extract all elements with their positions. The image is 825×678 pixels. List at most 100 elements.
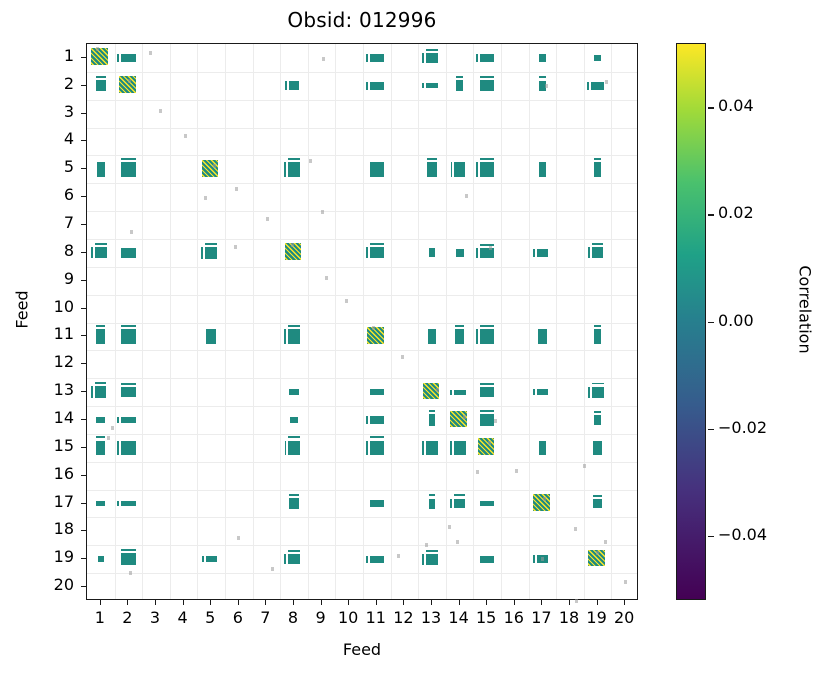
correlation-block: [289, 389, 299, 395]
autocorrelation-block: [422, 382, 440, 400]
x-axis-tick-label: 15: [476, 608, 497, 627]
correlation-block: [369, 243, 384, 246]
colorbar-tick-mark: [708, 535, 714, 538]
y-axis-tick-label: 4: [63, 129, 74, 149]
correlation-block: [288, 554, 300, 565]
correlation-block: [95, 243, 107, 246]
correlation-block: [476, 162, 479, 177]
y-axis-tick-label: 15: [53, 435, 74, 455]
noise-speckle: [237, 535, 241, 540]
colorbar-tick-label: −0.02: [718, 417, 768, 437]
correlation-block: [476, 247, 479, 258]
y-axis-tick-mark: [81, 112, 86, 114]
correlation-block: [201, 247, 204, 259]
correlation-block: [97, 162, 105, 177]
x-axis-tick-mark: [99, 600, 101, 605]
x-axis-tick-label: 1: [94, 608, 105, 627]
grid-line-vertical: [197, 44, 199, 599]
correlation-block: [593, 325, 602, 327]
grid-line-vertical: [473, 44, 475, 599]
correlation-block: [91, 247, 94, 259]
grid-line-vertical: [418, 44, 420, 599]
noise-speckle: [574, 598, 578, 603]
correlation-block: [539, 54, 546, 62]
correlation-block: [121, 382, 136, 385]
correlation-block: [480, 157, 495, 160]
correlation-block: [591, 386, 604, 398]
x-axis-tick-label: 7: [260, 608, 271, 627]
correlation-block: [422, 440, 425, 456]
x-axis-tick-label: 20: [614, 608, 635, 627]
correlation-block: [592, 247, 604, 259]
noise-speckle: [128, 571, 132, 576]
x-axis-tick-mark: [348, 600, 350, 605]
grid-line-horizontal: [87, 378, 637, 380]
y-axis-tick-mark: [81, 84, 86, 86]
noise-speckle: [448, 524, 452, 529]
correlation-matrix-plot: [86, 43, 638, 603]
correlation-block: [587, 81, 590, 90]
noise-speckle: [372, 325, 376, 330]
x-axis-tick-label: 2: [122, 608, 133, 627]
correlation-block: [480, 382, 495, 385]
correlation-block: [369, 555, 384, 563]
correlation-block: [287, 157, 301, 160]
correlation-block: [121, 325, 136, 327]
grid-line-horizontal: [87, 238, 637, 240]
x-axis-tick-label: 16: [503, 608, 524, 627]
noise-speckle: [290, 243, 294, 248]
y-axis-tick-mark: [81, 56, 86, 58]
correlation-block: [587, 386, 590, 398]
correlation-block: [206, 329, 217, 344]
correlation-block: [539, 440, 546, 456]
correlation-block: [205, 556, 217, 563]
x-axis-tick-mark: [265, 600, 267, 605]
correlation-block: [480, 329, 495, 344]
x-axis-tick-mark: [127, 600, 129, 605]
x-axis-tick-label: 5: [205, 608, 216, 627]
correlation-block: [454, 325, 465, 327]
noise-speckle: [582, 463, 586, 468]
noise-speckle: [128, 78, 132, 83]
correlation-block: [121, 162, 136, 177]
correlation-block: [450, 498, 453, 509]
correlation-block: [95, 382, 107, 384]
grid-line-vertical: [445, 44, 447, 599]
y-axis-tick-mark: [81, 307, 86, 309]
grid-line-horizontal: [87, 406, 637, 408]
x-axis-tick-mark: [375, 600, 377, 605]
x-axis-tick-label: 8: [287, 608, 299, 627]
correlation-block: [593, 162, 602, 177]
correlation-block: [454, 329, 465, 344]
noise-speckle: [487, 441, 491, 446]
correlation-block: [454, 162, 465, 177]
noise-speckle: [233, 244, 237, 249]
y-axis-tick-mark: [81, 502, 86, 504]
correlation-block: [532, 248, 535, 257]
correlation-block: [121, 553, 136, 566]
y-axis-tick-mark: [81, 586, 86, 588]
x-axis-tick-label: 17: [531, 608, 552, 627]
y-axis-tick-mark: [81, 196, 86, 198]
correlation-block: [284, 554, 287, 565]
x-axis-tick-label: 12: [393, 608, 414, 627]
correlation-block: [96, 440, 106, 456]
x-axis-tick-label: 9: [315, 608, 326, 627]
grid-line-horizontal: [87, 294, 637, 296]
correlation-block: [480, 414, 495, 426]
grid-line-horizontal: [87, 545, 637, 547]
correlation-block: [426, 83, 438, 89]
y-axis-tick-mark: [81, 363, 86, 365]
correlation-block: [369, 499, 384, 508]
colorbar-tick-mark: [708, 214, 714, 216]
y-axis-tick-mark: [81, 335, 86, 337]
y-axis-tick-label: 1: [63, 45, 74, 65]
correlation-block: [201, 556, 204, 563]
noise-speckle: [488, 245, 492, 250]
correlation-block: [284, 81, 287, 91]
noise-speckle: [322, 56, 326, 61]
grid-line-horizontal: [87, 517, 637, 519]
correlation-block: [593, 157, 602, 160]
correlation-block: [422, 553, 425, 565]
x-axis-tick-label: 14: [448, 608, 469, 627]
